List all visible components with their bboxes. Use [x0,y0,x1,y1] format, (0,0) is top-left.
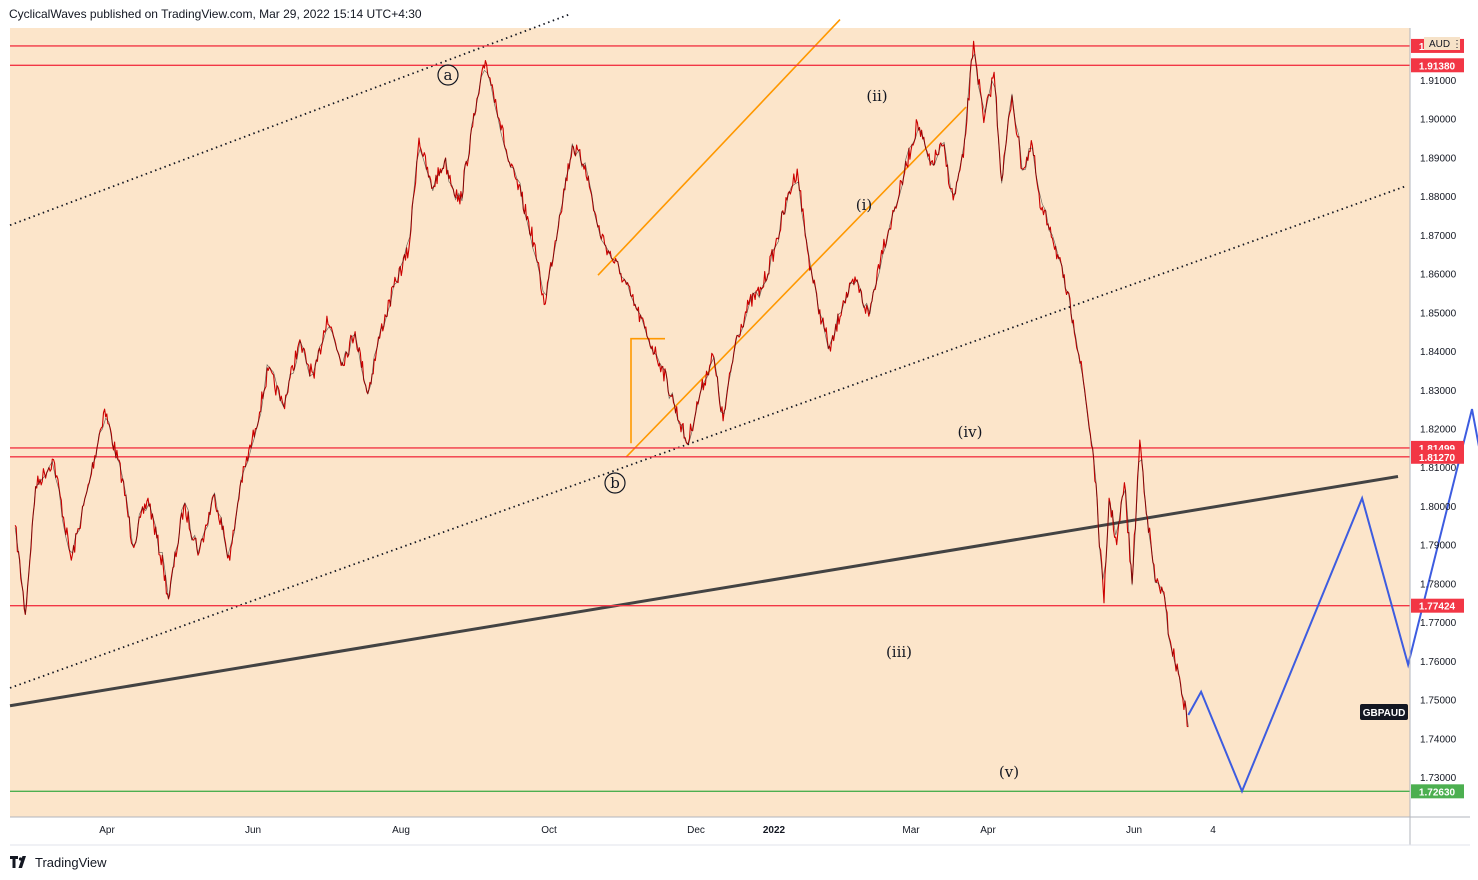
projection-path [1187,408,1478,794]
y-tick-label-11: 1.80000 [1420,502,1457,513]
price-badge-label-3: 1.81270 [1419,453,1456,464]
wave-circle-b [604,472,626,494]
x-tick-label-4: Dec [687,825,705,836]
footer-brand: TradingView [35,854,107,870]
time-axis[interactable]: Apr Jun Aug Oct Dec 2022 Mar Apr Jun 4 [99,825,1216,836]
x-tick-label-3: Oct [541,825,557,836]
trend-line [9,475,1399,708]
currency-label-bg [1424,37,1460,50]
x-tick-label-6: Mar [902,825,920,836]
y-tick-label-9: 1.82000 [1420,425,1457,436]
price-series-group [14,40,1189,728]
y-tick-label-17: 1.74000 [1420,734,1457,745]
y-tick-label-0: 1.91000 [1420,76,1457,87]
y-tick-label-1: 1.90000 [1420,115,1457,126]
wave-labels-group: a b (i) (ii) (iii) (iv) (v) [437,64,1019,781]
y-tick-label-8: 1.83000 [1420,386,1457,397]
x-tick-label-8: Jun [1126,825,1142,836]
channel-flag-marker [630,337,665,444]
dotted-lower-line [9,185,1407,689]
y-tick-label-18: 1.73000 [1420,773,1457,784]
horizontal-levels-group [10,45,1410,793]
price-badge-label-5: 1.72630 [1419,787,1456,798]
x-tick-label-5: 2022 [763,825,786,836]
wave-label-2: (i) [856,196,873,214]
projection-group [1187,408,1478,794]
price-badge-bg-3 [1411,449,1464,464]
y-tick-label-6: 1.85000 [1420,308,1457,319]
price-badge-label-1: 1.91380 [1419,61,1456,72]
publisher-header: CyclicalWaves published on TradingView.c… [9,7,422,21]
channel-upper-line [597,19,841,276]
x-tick-label-2: Aug [392,825,410,836]
wave-label-0: a [444,66,453,84]
wave-label-5: (iv) [958,423,983,441]
price-badge-bg-1 [1411,58,1464,73]
dotted-channel-lines [9,13,1407,689]
channel-lower-line [625,106,967,458]
price-axis[interactable]: 1.91000 1.90000 1.89000 1.88000 1.87000 1.860… [1420,76,1457,784]
y-tick-label-10: 1.81000 [1420,463,1457,474]
y-tick-label-2: 1.89000 [1420,153,1457,164]
x-tick-label-7: Apr [980,825,996,836]
y-tick-label-5: 1.86000 [1420,270,1457,281]
price-wick-overlay [14,53,1189,727]
wave-label-1: b [610,474,620,492]
symbol-label: GBPAUD [1363,708,1406,719]
y-tick-label-15: 1.76000 [1420,657,1457,668]
wave-circle-a [437,64,459,86]
x-tick-label-0: Apr [99,825,115,836]
currency-menu-icon[interactable]: ⋮ [1452,39,1462,50]
y-tick-label-13: 1.78000 [1420,579,1457,590]
price-badge-bg-4 [1411,598,1464,613]
currency-label: AUD [1429,39,1450,50]
price-badge-bg-5 [1411,784,1464,799]
tradingview-logo-icon [10,856,26,868]
y-tick-label-14: 1.77000 [1420,618,1457,629]
plot-background [10,28,1410,817]
wave-label-4: (iii) [886,643,912,661]
price-badge-label-4: 1.77424 [1419,602,1456,613]
symbol-label-bg [1360,704,1408,720]
y-tick-label-4: 1.87000 [1420,231,1457,242]
y-tick-label-3: 1.88000 [1420,192,1457,203]
trend-line-group [9,475,1399,708]
price-badge-label-2: 1.81499 [1419,444,1456,455]
x-tick-label-1: Jun [245,825,261,836]
y-tick-label-12: 1.79000 [1420,541,1457,552]
orange-channel-group [597,19,967,458]
x-tick-label-9: 4 [1210,825,1216,836]
wave-label-6: (v) [999,763,1019,781]
y-tick-label-7: 1.84000 [1420,347,1457,358]
footer: TradingView [10,853,107,871]
y-tick-label-16: 1.75000 [1420,696,1457,707]
wave-label-3: (ii) [866,87,887,105]
